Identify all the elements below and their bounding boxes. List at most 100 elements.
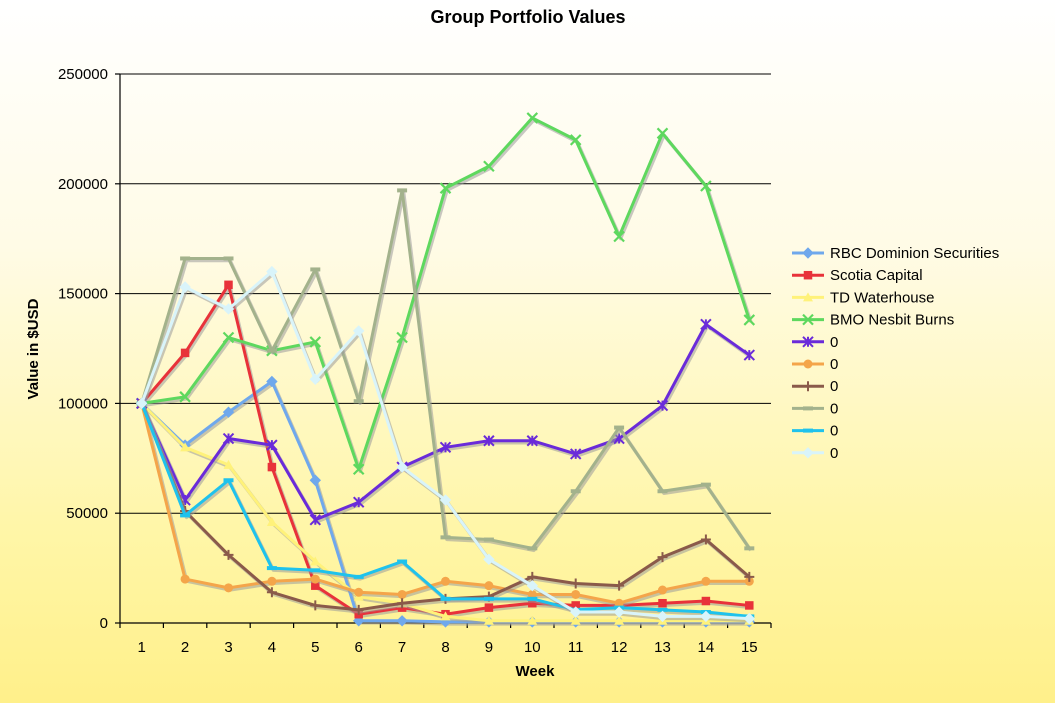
data-point [526, 579, 539, 592]
data-point [266, 375, 278, 388]
data-point [223, 549, 234, 560]
data-point [803, 270, 813, 280]
data-point [353, 399, 364, 404]
data-point [570, 615, 581, 625]
legend-label: 0 [830, 400, 838, 417]
legend-item: BMO Nesbit Burns [792, 312, 954, 329]
data-point [223, 478, 234, 483]
data-point [266, 265, 278, 278]
x-tick-label: 1 [138, 639, 146, 656]
data-point [267, 576, 277, 586]
data-point [743, 349, 756, 361]
data-point [224, 280, 233, 290]
data-point [700, 180, 712, 192]
data-point [397, 598, 408, 609]
data-point [803, 406, 813, 411]
x-tick-label: 11 [568, 639, 584, 656]
data-point [266, 516, 277, 526]
data-point [310, 568, 321, 573]
legend-label: 0 [830, 445, 838, 462]
data-point [743, 612, 756, 625]
data-point [527, 589, 537, 599]
data-point [658, 585, 667, 595]
data-point [180, 348, 190, 358]
data-point [439, 441, 452, 454]
series-10 [135, 265, 756, 625]
legend-item: 0 [792, 334, 838, 351]
data-point [483, 615, 494, 625]
data-point [441, 576, 450, 586]
data-point [309, 373, 322, 385]
data-point [614, 598, 624, 608]
y-tick-label: 50000 [66, 505, 108, 522]
data-point [484, 581, 494, 591]
x-tick-label: 14 [698, 639, 715, 656]
legend-label: BMO Nesbit Burns [830, 312, 954, 329]
data-point [656, 127, 669, 140]
series-shadow [141, 285, 751, 618]
data-point [484, 603, 494, 612]
series-8 [136, 188, 755, 553]
data-point [527, 596, 538, 601]
data-point [569, 606, 582, 618]
x-tick-label: 12 [611, 639, 628, 656]
legend-item: 0 [792, 378, 838, 395]
y-tick-label: 150000 [58, 286, 108, 303]
data-point [310, 600, 321, 611]
y-tick-label: 0 [100, 615, 108, 632]
data-point [614, 425, 625, 430]
data-point [658, 598, 667, 608]
x-tick-label: 8 [441, 639, 449, 656]
data-point [743, 314, 756, 326]
data-point [135, 397, 148, 410]
data-point [224, 583, 233, 593]
legend-label: 0 [830, 423, 838, 440]
data-point [222, 303, 235, 315]
data-point [439, 182, 452, 194]
data-point [803, 292, 813, 302]
series-shadow [142, 118, 753, 474]
legend-item: Scotia Capital [792, 267, 923, 284]
data-point [397, 188, 408, 193]
data-point [803, 428, 813, 433]
data-point [700, 610, 712, 623]
data-point [223, 459, 234, 469]
data-point [309, 474, 322, 486]
data-point [802, 313, 814, 326]
data-point [222, 406, 235, 418]
data-point [657, 607, 668, 612]
data-point [309, 336, 322, 348]
data-point [656, 610, 669, 623]
data-point [180, 574, 190, 584]
series-5 [135, 318, 756, 526]
data-point [744, 546, 755, 551]
legend-label: Scotia Capital [830, 267, 923, 284]
legend-item: 0 [792, 423, 838, 440]
data-point [266, 566, 277, 571]
data-point [180, 442, 191, 452]
x-tick-label: 13 [654, 639, 671, 656]
data-point [483, 435, 495, 447]
y-tick-label: 100000 [58, 395, 108, 412]
data-point [526, 112, 539, 124]
data-point [613, 230, 625, 243]
data-point [310, 267, 321, 272]
data-point [803, 381, 813, 392]
data-point [745, 601, 754, 610]
data-point [266, 587, 277, 598]
data-point [397, 559, 408, 564]
data-point [569, 134, 582, 146]
data-point [179, 281, 191, 293]
x-tick-label: 6 [355, 639, 363, 656]
x-axis-title: Week [516, 663, 556, 680]
legend-label: 0 [830, 356, 838, 373]
x-tick-label: 5 [311, 639, 319, 656]
data-point [311, 581, 320, 590]
data-point [310, 574, 320, 584]
data-point [701, 576, 711, 586]
data-point [570, 489, 581, 494]
data-point [744, 571, 755, 582]
data-point [396, 331, 408, 344]
legend-item: 0 [792, 356, 838, 373]
